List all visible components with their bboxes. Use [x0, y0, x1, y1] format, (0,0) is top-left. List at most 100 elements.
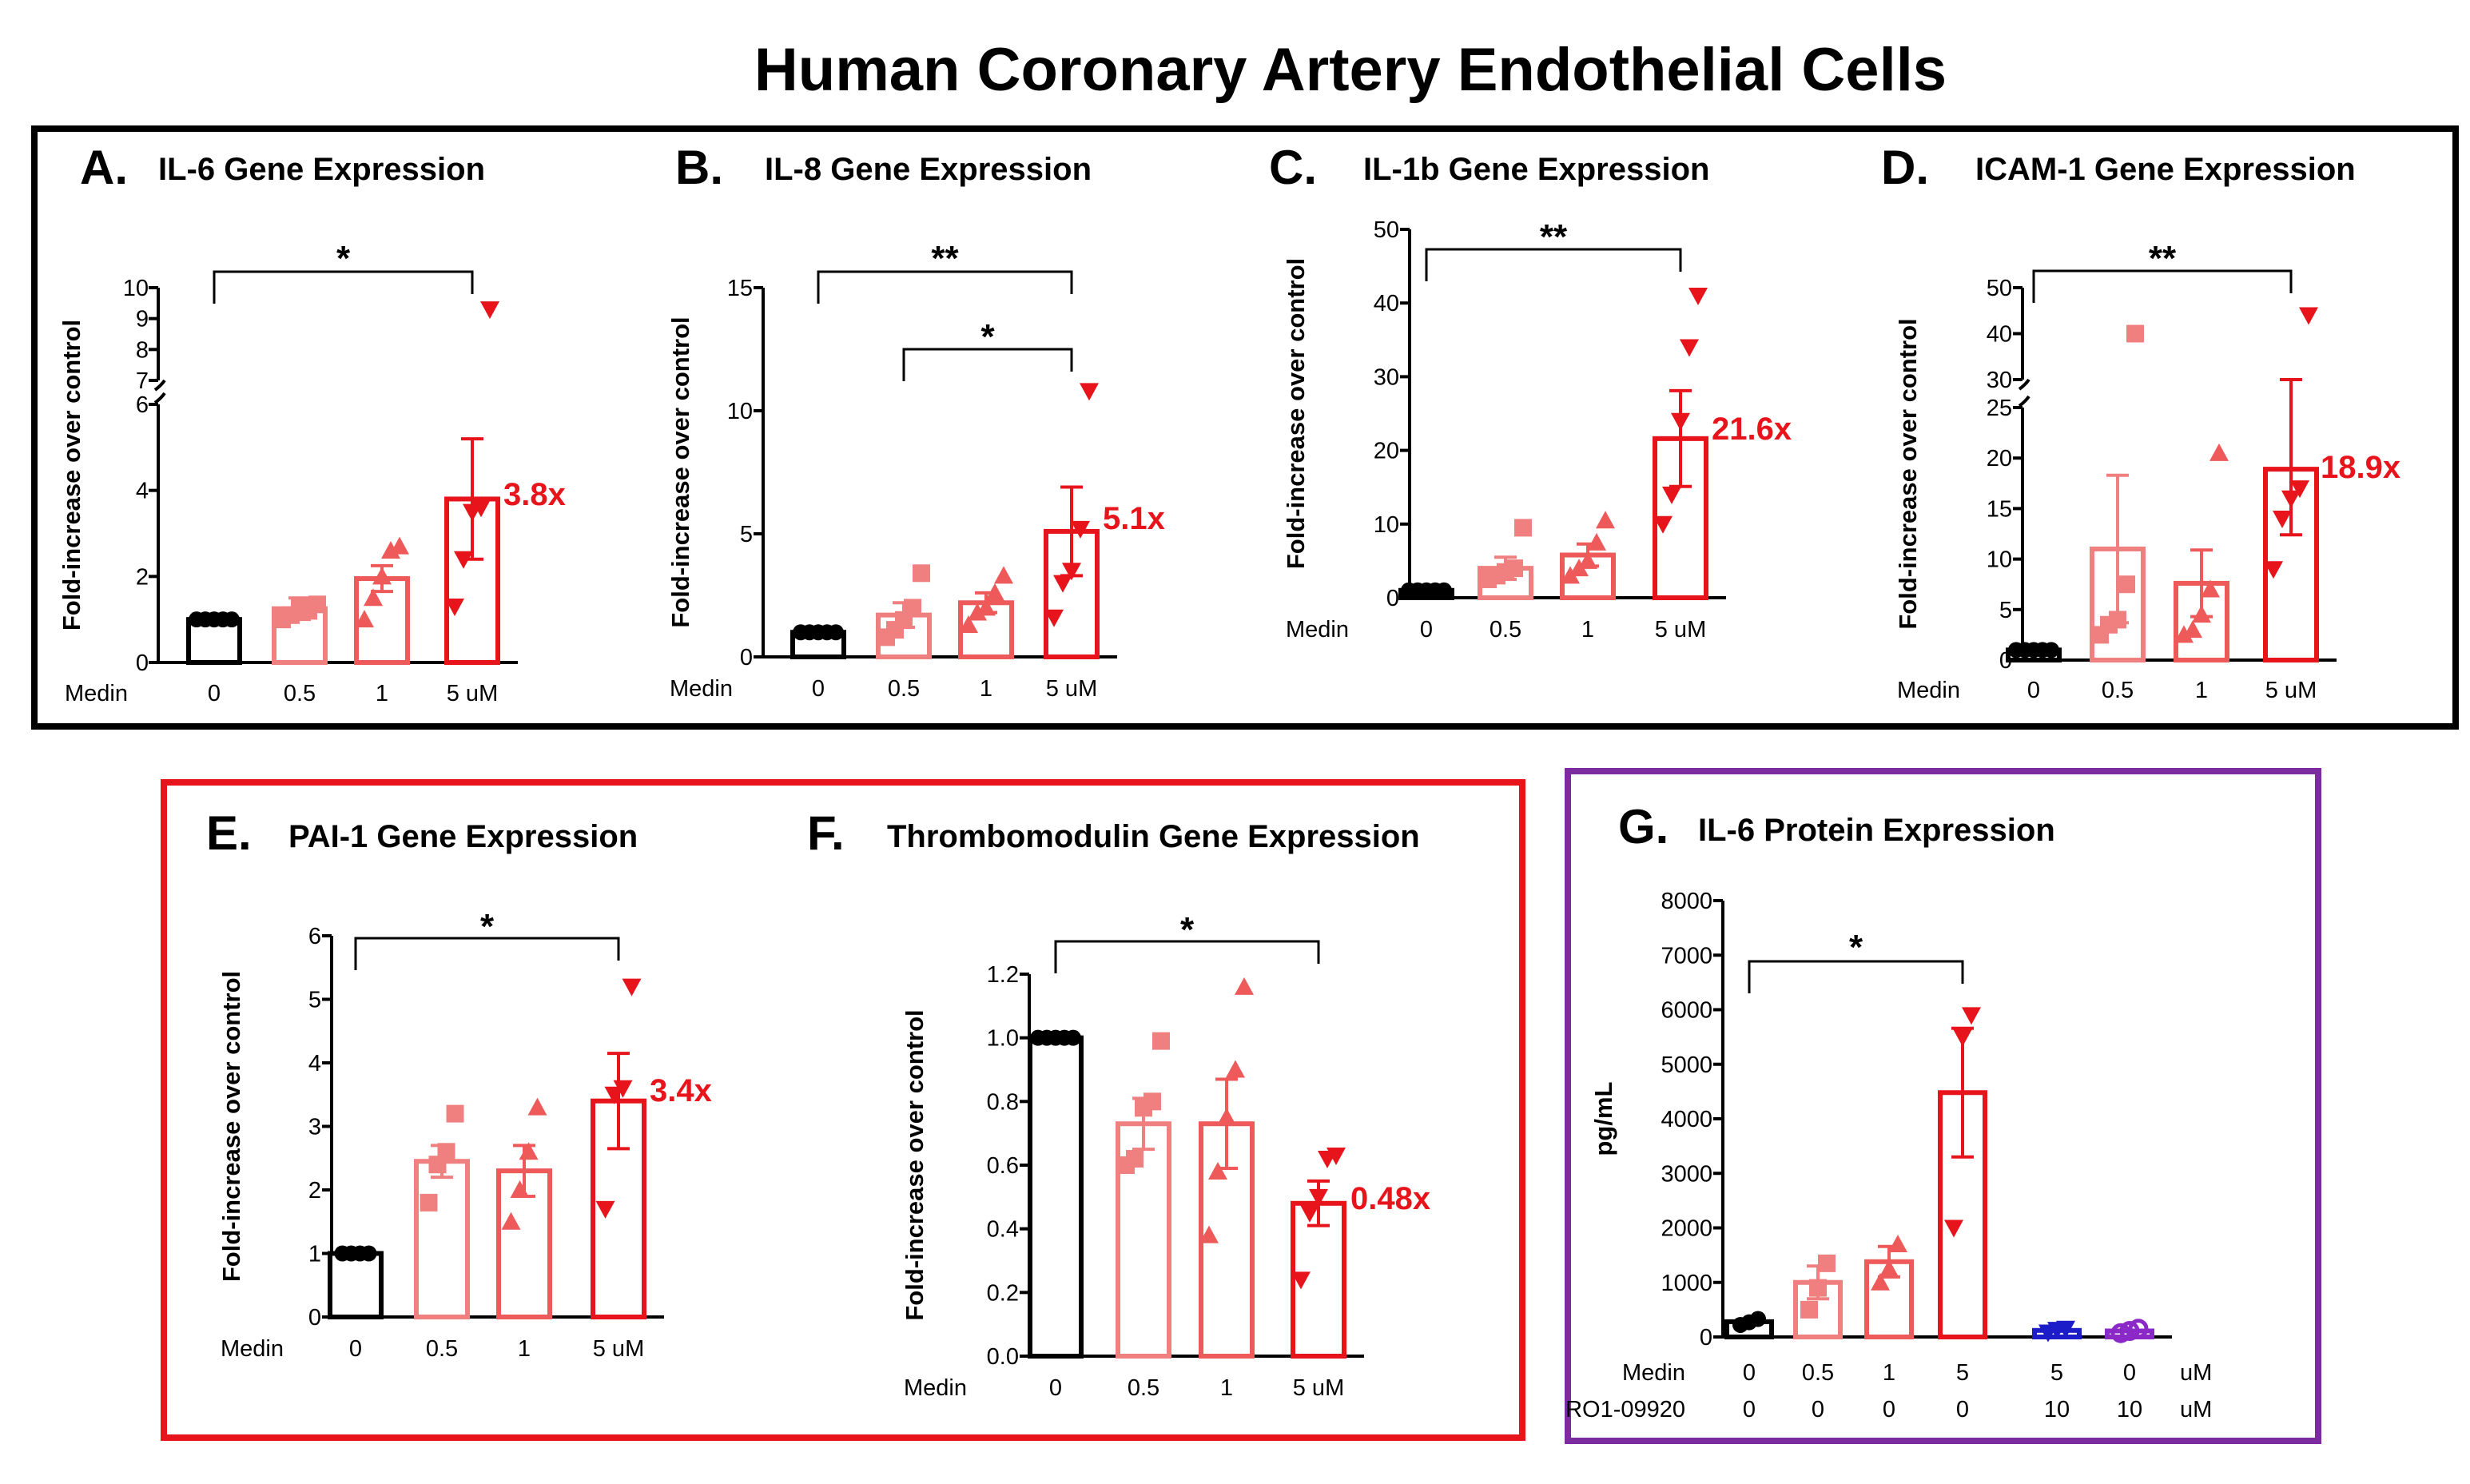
x-axis-label: Medin — [670, 676, 733, 702]
data-point — [372, 567, 392, 585]
y-tick-label: 2 — [308, 1178, 321, 1204]
data-point — [1944, 1219, 1963, 1238]
data-point — [1662, 486, 1681, 504]
panel-2: C. IL-1b Gene Expression01020304050Fold-i… — [1269, 141, 1792, 643]
data-point — [1326, 1148, 1346, 1166]
data-point — [1800, 1300, 1818, 1319]
charts-layer: A. IL-6 Gene Expression024678910Fold-incr… — [58, 141, 2400, 1422]
panel-letter: G. — [1618, 800, 1669, 853]
data-point — [1080, 383, 1099, 401]
significance-label: ** — [1540, 217, 1568, 257]
data-point — [622, 978, 642, 997]
panel-title: IL-6 Gene Expression — [158, 152, 485, 187]
y-axis-label: Fold-increase over control — [901, 1009, 929, 1320]
y-tick-label: 2 — [136, 564, 149, 590]
y-tick-label: 0 — [136, 650, 149, 676]
x-tick-label: 0.5 — [1802, 1360, 1834, 1386]
x-axis-label: Medin — [904, 1375, 967, 1401]
x-tick-label: 0.5 — [1490, 617, 1521, 643]
fold-change-label: 3.4x — [650, 1073, 712, 1108]
y-tick-label: 1 — [308, 1242, 321, 1267]
y-tick-label: 40 — [1987, 322, 2012, 348]
data-point — [1065, 1029, 1081, 1046]
y-tick-label: 4000 — [1661, 1107, 1712, 1132]
y-tick-label: 1.2 — [987, 962, 1019, 988]
x-tick-label: 1 — [2195, 678, 2208, 703]
y-tick-label: 20 — [1987, 446, 2012, 471]
x-axis-label: Medin — [221, 1336, 284, 1362]
y-tick-label: 0.6 — [987, 1153, 1019, 1179]
x-tick-label: 5 uM — [447, 681, 498, 706]
x-tick-label: 1 — [1220, 1375, 1233, 1401]
y-tick-label: 0 — [740, 645, 753, 670]
data-point — [454, 551, 473, 569]
data-point — [1879, 1259, 1899, 1277]
data-point — [985, 583, 1004, 601]
panel-1: B. IL-8 Gene Expression051015Fold-increas… — [666, 141, 1165, 702]
panel-letter: A. — [80, 141, 128, 194]
x-tick-label-2: 0 — [1743, 1397, 1756, 1422]
x-tick-label: 0.5 — [426, 1336, 458, 1362]
x-tick-label: 1 — [376, 681, 388, 706]
bar — [1028, 1035, 1084, 1359]
data-point — [2299, 307, 2318, 325]
data-point — [1071, 520, 1090, 539]
y-tick-label: 2000 — [1661, 1216, 1712, 1242]
data-point — [1436, 582, 1452, 599]
data-point — [1505, 559, 1523, 578]
data-point — [446, 1104, 464, 1123]
x-tick-label: 0 — [812, 676, 825, 702]
significance-label: * — [336, 239, 351, 278]
bar — [328, 1251, 384, 1319]
data-point — [510, 1180, 530, 1198]
x-tick-label: 1 — [518, 1336, 531, 1362]
x-tick-label: 5 — [2050, 1360, 2063, 1386]
data-point — [355, 610, 374, 628]
data-point — [2183, 620, 2202, 639]
data-point — [1291, 1271, 1311, 1290]
x-tick-label-2: 10 — [2117, 1397, 2142, 1422]
data-point — [1653, 515, 1673, 534]
panel-title: Thrombomodulin Gene Expression — [887, 819, 1420, 854]
fold-change-label: 0.48x — [1350, 1181, 1430, 1216]
x-tick-label: 0 — [1420, 617, 1433, 643]
significance-bracket — [213, 270, 474, 304]
panel-letter: E. — [206, 806, 252, 860]
data-point — [501, 1211, 521, 1230]
data-point — [1226, 1060, 1245, 1078]
panel-6: G. IL-6 Protein Expression010002000300040… — [1565, 800, 2212, 1422]
x-tick-label: 5 uM — [2265, 678, 2317, 703]
axis-break-mark — [153, 379, 166, 392]
x-tick-label: 0.5 — [2102, 678, 2134, 703]
data-point — [2043, 642, 2059, 658]
y-tick-label: 30 — [1987, 368, 2012, 393]
data-point — [1309, 1188, 1328, 1207]
purple-panel-frame — [1565, 768, 2321, 1444]
unit-label-2: uM — [2180, 1397, 2212, 1422]
data-point — [1126, 1150, 1144, 1168]
data-point — [2119, 1320, 2140, 1341]
data-point — [1953, 1028, 1972, 1047]
bar — [1291, 1200, 1346, 1359]
data-point — [1514, 519, 1532, 537]
significance-bracket — [1748, 960, 1964, 993]
y-tick-label: 40 — [1374, 291, 1399, 316]
y-tick-label: 5 — [740, 522, 753, 547]
panel-4: E. PAI-1 Gene Expression 0 1 2 3 4 5 6 Fold-incre… — [206, 806, 712, 1362]
x-tick-label: 5 uM — [1655, 617, 1706, 643]
x-tick-label-2: 0 — [1956, 1397, 1969, 1422]
axis-break-mark — [153, 392, 166, 404]
panel-3: D. ICAM-1 Gene Expression 0 5 10 15 20 25 30 40 50… — [1881, 141, 2400, 703]
data-point — [604, 1086, 624, 1104]
data-point — [480, 301, 499, 320]
axis-break-mark — [2018, 395, 2030, 408]
panel-title: IL-1b Gene Expression — [1363, 152, 1709, 187]
y-tick-label: 50 — [1374, 217, 1399, 243]
red-panel-frame — [161, 779, 1525, 1441]
panel-5: F. Thrombomodulin Gene Expression 0.0 0.2 0.… — [807, 806, 1430, 1401]
significance-label: * — [480, 907, 495, 946]
y-tick-label: 4 — [308, 1051, 321, 1076]
y-tick-label: 10 — [1374, 512, 1399, 538]
data-point — [224, 611, 240, 628]
y-tick-label: 0.4 — [987, 1217, 1019, 1243]
